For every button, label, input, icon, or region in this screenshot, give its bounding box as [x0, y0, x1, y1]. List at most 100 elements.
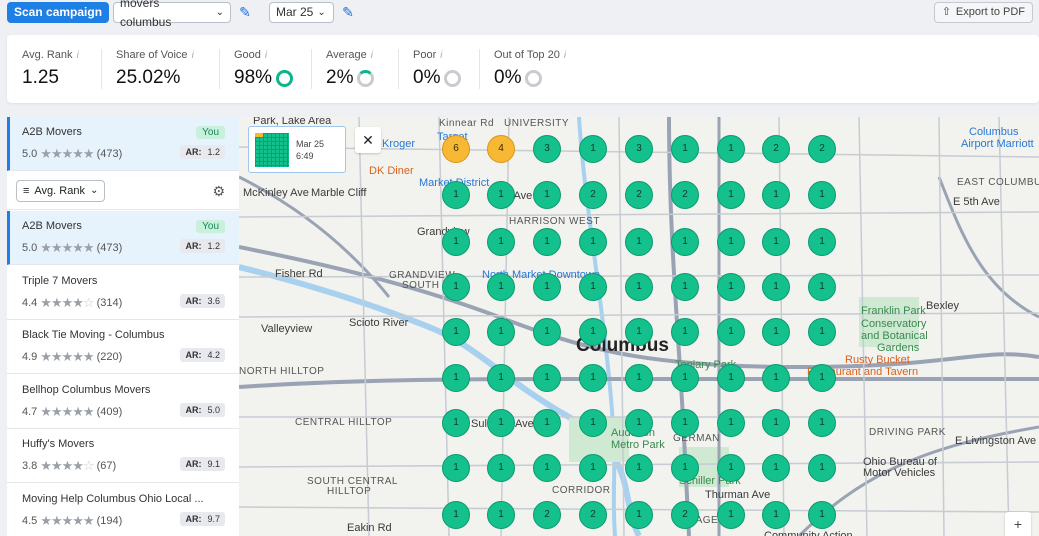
info-icon[interactable]: i [264, 49, 268, 61]
rank-point[interactable]: 1 [671, 364, 699, 392]
rank-point[interactable]: 1 [625, 318, 653, 346]
scan-campaign-button[interactable]: Scan campaign [7, 2, 110, 23]
rank-point[interactable]: 1 [808, 318, 836, 346]
info-icon[interactable]: i [370, 49, 374, 61]
competitor-card[interactable]: Triple 7 Movers 4.4 ★★★★☆ (314) AR: 3.6 [7, 266, 239, 320]
rank-point[interactable]: 1 [533, 318, 561, 346]
rank-point[interactable]: 1 [671, 228, 699, 256]
rank-point[interactable]: 1 [625, 228, 653, 256]
rank-point[interactable]: 1 [808, 364, 836, 392]
rank-point[interactable]: 1 [625, 454, 653, 482]
rank-point[interactable]: 1 [671, 318, 699, 346]
info-icon[interactable]: i [440, 49, 443, 61]
rank-point[interactable]: 2 [762, 135, 790, 163]
rank-point[interactable]: 2 [671, 181, 699, 209]
gear-icon[interactable]: ⚙ [212, 183, 225, 199]
competitor-card[interactable]: Black Tie Moving - Columbus 4.9 ★★★★★ (220)… [7, 320, 239, 374]
rank-point[interactable]: 1 [671, 454, 699, 482]
rank-point[interactable]: 1 [533, 409, 561, 437]
rank-point[interactable]: 6 [442, 135, 470, 163]
rank-point[interactable]: 1 [487, 273, 515, 301]
rank-point[interactable]: 1 [762, 364, 790, 392]
rank-point[interactable]: 1 [808, 228, 836, 256]
rank-point[interactable]: 3 [625, 135, 653, 163]
rank-point[interactable]: 1 [808, 181, 836, 209]
rank-point[interactable]: 1 [762, 318, 790, 346]
date-select[interactable]: Mar 25 ⌄ [269, 2, 334, 23]
rank-point[interactable]: 1 [717, 318, 745, 346]
rank-point[interactable]: 1 [487, 501, 515, 529]
rank-point[interactable]: 1 [808, 409, 836, 437]
rank-point[interactable]: 1 [717, 228, 745, 256]
rank-point[interactable]: 2 [579, 501, 607, 529]
rank-point[interactable]: 1 [442, 501, 470, 529]
rank-point[interactable]: 2 [579, 181, 607, 209]
rank-point[interactable]: 1 [442, 273, 470, 301]
rank-point[interactable]: 1 [762, 409, 790, 437]
rank-point[interactable]: 1 [579, 135, 607, 163]
rank-point[interactable]: 1 [533, 273, 561, 301]
info-icon[interactable]: i [76, 49, 79, 61]
rank-point[interactable]: 2 [533, 501, 561, 529]
rank-point[interactable]: 1 [625, 273, 653, 301]
rank-point[interactable]: 3 [533, 135, 561, 163]
rank-point[interactable]: 4 [487, 135, 515, 163]
close-icon[interactable]: ✕ [355, 127, 381, 153]
rank-point[interactable]: 1 [442, 181, 470, 209]
rank-point[interactable]: 1 [442, 318, 470, 346]
rank-point[interactable]: 1 [487, 318, 515, 346]
rank-point[interactable]: 1 [579, 409, 607, 437]
rank-point[interactable]: 1 [671, 135, 699, 163]
rank-point[interactable]: 1 [487, 228, 515, 256]
zoom-in-button[interactable]: + [1005, 512, 1031, 536]
rank-point[interactable]: 1 [579, 364, 607, 392]
rank-point[interactable]: 1 [579, 318, 607, 346]
rank-point[interactable]: 2 [625, 181, 653, 209]
rank-point[interactable]: 1 [717, 181, 745, 209]
rank-point[interactable]: 2 [671, 501, 699, 529]
rank-point[interactable]: 1 [717, 273, 745, 301]
rank-point[interactable]: 1 [717, 454, 745, 482]
rank-point[interactable]: 1 [762, 228, 790, 256]
rank-point[interactable]: 1 [717, 409, 745, 437]
rank-point[interactable]: 1 [487, 181, 515, 209]
rank-point[interactable]: 1 [808, 501, 836, 529]
rank-point[interactable]: 1 [671, 409, 699, 437]
edit-date-icon[interactable]: ✎ [342, 4, 354, 20]
rank-point[interactable]: 1 [625, 409, 653, 437]
pinned-business-card[interactable]: A2B Movers You 5.0 ★★★★★ (473) AR: 1.2 [7, 117, 239, 171]
rank-point[interactable]: 1 [762, 273, 790, 301]
rank-point[interactable]: 1 [579, 454, 607, 482]
rank-point[interactable]: 1 [579, 228, 607, 256]
rank-point[interactable]: 1 [808, 454, 836, 482]
edit-keyword-icon[interactable]: ✎ [239, 4, 251, 20]
rank-point[interactable]: 1 [533, 364, 561, 392]
rank-point[interactable]: 1 [442, 228, 470, 256]
rank-point[interactable]: 1 [579, 273, 607, 301]
sort-select[interactable]: ≡ Avg. Rank ⌄ [16, 180, 106, 202]
rank-point[interactable]: 1 [671, 273, 699, 301]
rank-point[interactable]: 1 [625, 364, 653, 392]
rank-point[interactable]: 1 [533, 454, 561, 482]
competitor-card[interactable]: A2B Movers You 5.0 ★★★★★ (473) AR: 1.2 [7, 211, 239, 265]
rank-point[interactable]: 1 [762, 454, 790, 482]
competitor-card[interactable]: Moving Help Columbus Ohio Local ... 4.5 ★★… [7, 484, 239, 536]
rank-point[interactable]: 1 [762, 501, 790, 529]
rank-point[interactable]: 1 [717, 501, 745, 529]
info-icon[interactable]: i [191, 49, 194, 61]
rank-point[interactable]: 1 [442, 409, 470, 437]
keyword-select[interactable]: movers columbus ⌄ [113, 0, 231, 29]
competitor-card[interactable]: Huffy's Movers 3.8 ★★★★☆ (67) AR: 9.1 [7, 429, 239, 483]
rank-point[interactable]: 1 [533, 181, 561, 209]
rank-point[interactable]: 1 [625, 501, 653, 529]
info-icon[interactable]: i [563, 49, 567, 61]
rank-point[interactable]: 1 [762, 181, 790, 209]
rank-point[interactable]: 1 [808, 273, 836, 301]
rank-point[interactable]: 1 [717, 364, 745, 392]
rank-point[interactable]: 1 [717, 135, 745, 163]
competitor-card[interactable]: Bellhop Columbus Movers 4.7 ★★★★★ (409) AR: 5… [7, 375, 239, 429]
rank-point[interactable]: 1 [487, 454, 515, 482]
rank-point[interactable]: 2 [808, 135, 836, 163]
rank-point[interactable]: 1 [487, 409, 515, 437]
